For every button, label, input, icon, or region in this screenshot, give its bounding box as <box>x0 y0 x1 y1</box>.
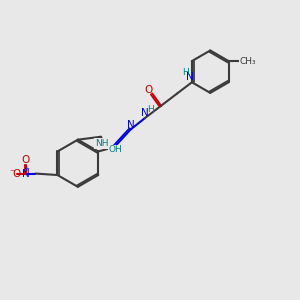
Text: N: N <box>127 120 134 130</box>
Text: N: N <box>141 109 149 118</box>
Text: O: O <box>145 85 153 95</box>
Text: N: N <box>22 169 30 178</box>
Text: O: O <box>22 155 30 165</box>
Text: +: + <box>23 167 29 172</box>
Text: H: H <box>147 105 154 114</box>
Text: CH₃: CH₃ <box>239 57 256 66</box>
Text: OH: OH <box>109 146 122 154</box>
Text: NH: NH <box>95 139 108 148</box>
Text: N: N <box>186 72 194 82</box>
Text: O: O <box>12 169 21 178</box>
Text: H: H <box>182 68 189 77</box>
Text: ⁻: ⁻ <box>10 169 15 178</box>
